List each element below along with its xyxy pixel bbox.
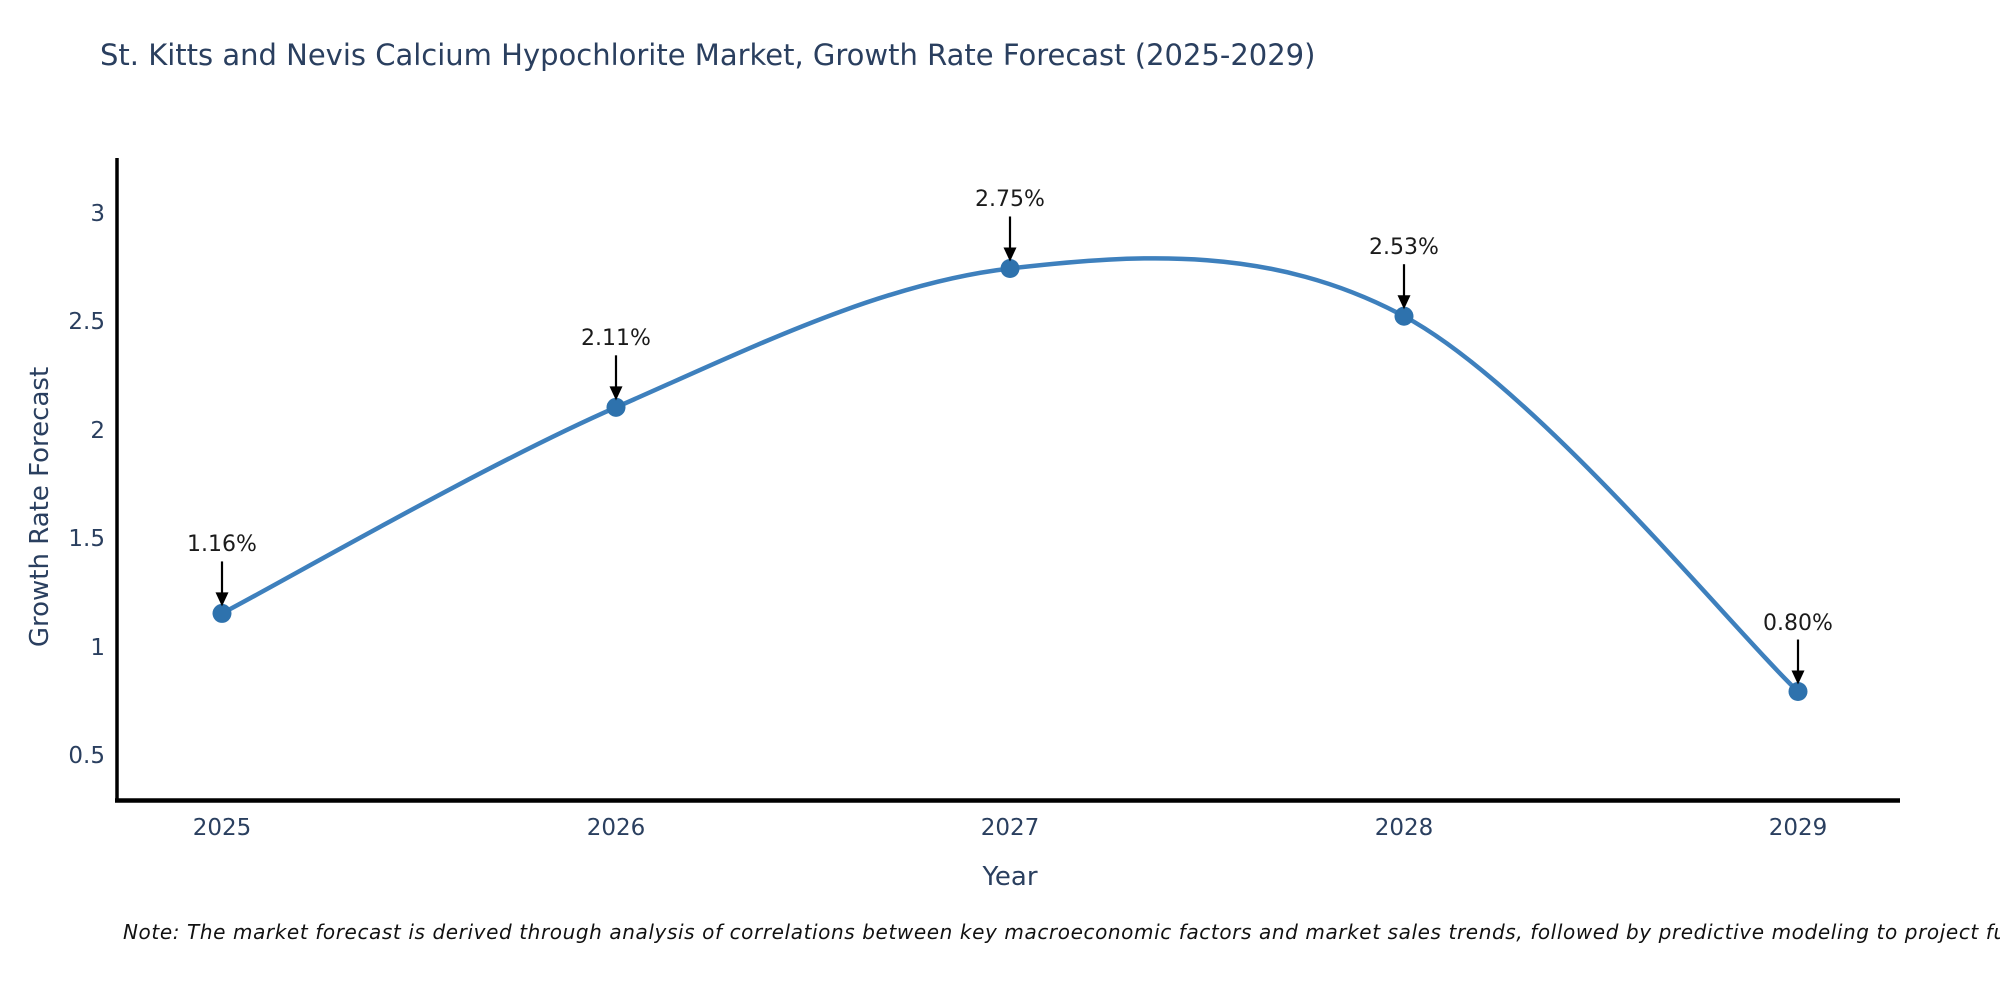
x-tick-label-2028: 2028: [1374, 815, 1434, 841]
x-axis-title: Year: [982, 862, 1038, 892]
x-tick-label-2029: 2029: [1768, 815, 1828, 841]
point-value-label-2026: 2.11%: [581, 326, 651, 352]
annotation-arrowhead-icon-2027: [1003, 247, 1017, 262]
y-tick-label-2: 2: [90, 417, 105, 444]
y-tick-label-3: 3: [90, 200, 105, 227]
chart-title: St. Kitts and Nevis Calcium Hypochlorite…: [100, 38, 1316, 72]
annotation-arrowhead-icon-2029: [1791, 670, 1805, 685]
data-point-2028: [1394, 306, 1414, 326]
point-value-label-2027: 2.75%: [975, 187, 1045, 213]
footnote: Note: The market forecast is derived thr…: [123, 920, 2000, 944]
x-tick-label-2026: 2026: [586, 815, 646, 841]
annotation-arrowhead-icon-2028: [1397, 295, 1411, 310]
y-tick-label-0.5: 0.5: [68, 743, 105, 770]
x-tick-label-2025: 2025: [192, 815, 252, 841]
point-value-label-2029: 0.80%: [1763, 610, 1833, 636]
point-value-label-2025: 1.16%: [187, 532, 257, 558]
y-tick-label-2.5: 2.5: [68, 309, 105, 336]
data-point-2029: [1788, 682, 1808, 702]
annotation-arrowhead-icon-2026: [609, 386, 623, 401]
y-tick-label-1: 1: [90, 634, 105, 661]
data-point-2025: [212, 603, 232, 623]
data-point-2026: [606, 397, 626, 417]
data-point-2027: [1000, 258, 1020, 278]
y-tick-label-1.5: 1.5: [68, 526, 105, 553]
growth-rate-line: [219, 256, 1801, 694]
x-tick-label-2027: 2027: [980, 815, 1040, 841]
point-value-label-2028: 2.53%: [1369, 235, 1439, 261]
annotation-arrowhead-icon-2025: [215, 592, 229, 607]
